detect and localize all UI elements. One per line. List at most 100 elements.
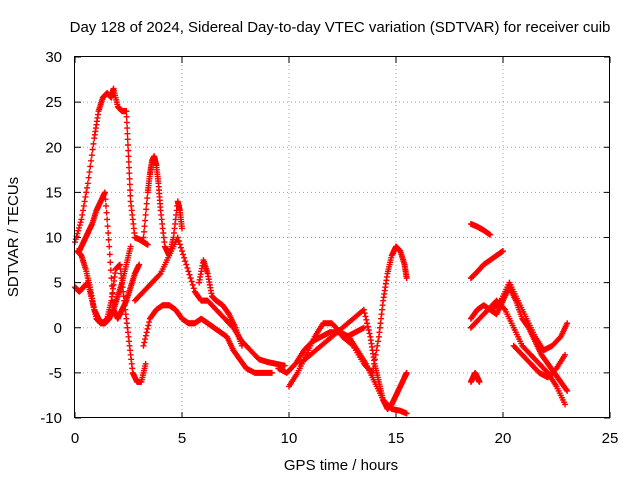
data-point-marker <box>144 241 151 248</box>
data-point-marker <box>103 209 110 216</box>
data-point-marker <box>187 275 194 282</box>
data-point-marker <box>84 184 91 191</box>
data-point-marker <box>182 258 189 265</box>
data-point-marker <box>374 342 381 349</box>
data-point-marker <box>78 216 85 223</box>
x-axis-label: GPS time / hours <box>284 457 398 474</box>
data-point-marker <box>75 227 82 234</box>
data-point-marker <box>142 360 149 367</box>
data-point-marker <box>476 378 483 385</box>
data-point-marker <box>82 193 89 200</box>
data-point-marker <box>362 313 369 320</box>
data-point-marker <box>403 275 410 282</box>
data-point-marker <box>76 222 83 229</box>
series-arc-1 <box>72 85 151 248</box>
series-arc-15 <box>467 248 506 282</box>
y-axis-label: SDTVAR / TECUs <box>5 177 22 297</box>
x-tick-label: 25 <box>602 430 619 447</box>
data-point-marker <box>146 319 153 326</box>
series-arc-6 <box>140 302 275 376</box>
data-point-marker <box>189 281 196 288</box>
series-arc-4 <box>76 189 143 322</box>
data-point-marker <box>281 362 288 369</box>
data-point-marker <box>562 401 569 408</box>
data-point-marker <box>364 320 371 327</box>
data-point-marker <box>403 410 410 417</box>
data-point-marker <box>141 223 148 230</box>
data-point-marker <box>123 113 130 120</box>
data-point-marker <box>403 369 410 376</box>
data-point-marker <box>183 261 190 268</box>
data-point-marker <box>76 224 83 231</box>
plot-frame <box>74 56 610 418</box>
series-arc-19 <box>510 342 569 381</box>
data-points <box>72 85 571 417</box>
data-point-marker <box>190 285 197 292</box>
series-arc-8 <box>196 257 245 349</box>
x-tick-label: 5 <box>178 430 186 447</box>
data-point-marker <box>144 195 151 202</box>
data-point-marker <box>360 324 367 331</box>
data-point-marker <box>364 323 371 330</box>
data-point-marker <box>80 207 87 214</box>
data-point-marker <box>90 140 97 147</box>
data-point-marker <box>84 180 91 187</box>
x-tick-label: 15 <box>388 430 405 447</box>
data-point-marker <box>181 254 188 261</box>
data-point-marker <box>124 141 131 148</box>
data-point-marker <box>177 244 184 251</box>
data-point-marker <box>188 278 195 285</box>
x-axis-ticks: 0 5 10 15 20 25 <box>71 57 619 447</box>
data-point-marker <box>81 198 88 205</box>
x-tick-label: 20 <box>495 430 512 447</box>
data-point-marker <box>268 369 275 376</box>
data-point-marker <box>126 175 133 182</box>
data-point-marker <box>500 248 506 255</box>
series-arc-18 <box>489 279 571 354</box>
data-point-marker <box>124 130 131 137</box>
data-point-marker <box>105 229 112 236</box>
series-arc-11 <box>296 306 410 412</box>
data-point-marker <box>369 369 376 376</box>
y-tick-label: 30 <box>45 49 62 66</box>
data-point-marker <box>368 368 375 375</box>
data-point-marker <box>107 267 114 274</box>
data-point-marker <box>106 243 113 250</box>
data-point-marker <box>86 169 93 176</box>
data-point-marker <box>143 206 150 213</box>
data-point-marker <box>238 342 245 349</box>
data-point-marker <box>88 157 95 164</box>
data-point-marker <box>562 351 569 358</box>
y-tick-label: -10 <box>40 410 62 427</box>
data-point-marker <box>142 211 149 218</box>
data-point-marker <box>104 216 111 223</box>
data-point-marker <box>123 108 130 115</box>
data-point-marker <box>145 322 152 329</box>
data-point-marker <box>109 290 116 297</box>
data-point-marker <box>143 200 150 207</box>
data-point-marker <box>174 234 181 241</box>
data-point-marker <box>108 283 115 290</box>
data-point-marker <box>375 338 382 345</box>
data-point-marker <box>83 189 90 196</box>
data-point-marker <box>136 261 143 268</box>
data-point-marker <box>80 202 87 209</box>
data-point-marker <box>360 306 367 313</box>
data-point-marker <box>88 152 95 159</box>
data-point-marker <box>105 236 112 243</box>
data-point-marker <box>142 217 149 224</box>
data-point-marker <box>124 136 131 143</box>
x-tick-label: 10 <box>281 430 298 447</box>
chart-title: Day 128 of 2024, Sidereal Day-to-day VTE… <box>70 19 611 36</box>
y-tick-label: 25 <box>45 94 62 111</box>
series-arc-12 <box>339 243 410 376</box>
data-point-marker <box>361 310 368 317</box>
data-point-marker <box>365 327 372 334</box>
y-tick-label: 20 <box>45 139 62 156</box>
data-point-marker <box>77 219 84 226</box>
data-point-marker <box>126 164 133 171</box>
data-point-marker <box>104 223 111 230</box>
data-point-marker <box>108 275 115 282</box>
y-tick-label: 15 <box>45 184 62 201</box>
